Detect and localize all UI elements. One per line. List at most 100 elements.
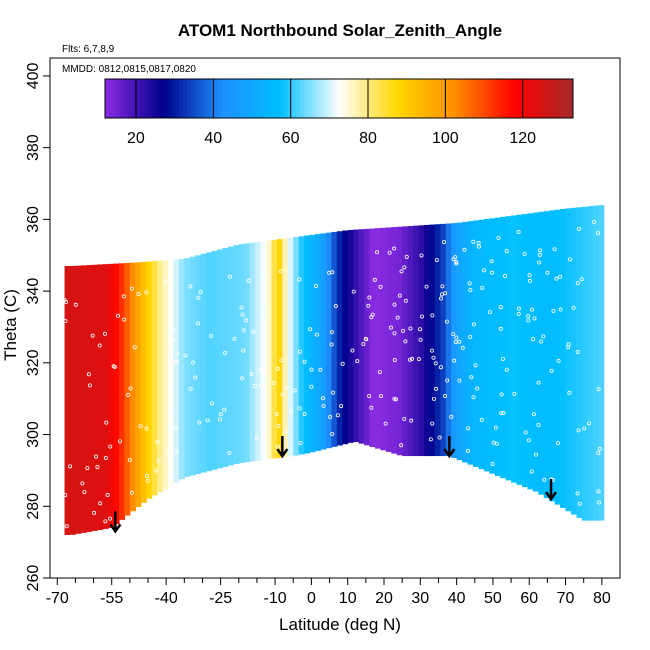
observation-point bbox=[275, 366, 280, 371]
field-cell bbox=[374, 228, 381, 449]
observation-point bbox=[314, 332, 319, 337]
colorbar-cell bbox=[155, 79, 161, 118]
observation-point bbox=[284, 429, 289, 434]
colorbar-cell bbox=[420, 79, 426, 118]
observation-point bbox=[516, 230, 521, 235]
colorbar-cell bbox=[300, 79, 305, 118]
colorbar-cell bbox=[456, 79, 461, 118]
field-cell bbox=[260, 241, 267, 461]
observation-point bbox=[173, 425, 178, 430]
observation-point bbox=[498, 305, 503, 310]
colorbar-cell bbox=[105, 79, 110, 118]
observation-point bbox=[437, 435, 442, 440]
field-cell bbox=[222, 248, 229, 467]
field-cell bbox=[129, 262, 136, 512]
field-cell bbox=[592, 205, 599, 521]
field-cell bbox=[500, 216, 507, 479]
y-tick-label: 300 bbox=[25, 421, 42, 448]
observation-point bbox=[416, 357, 421, 362]
field-cell bbox=[309, 234, 316, 453]
observation-point bbox=[457, 339, 462, 344]
observation-point bbox=[453, 340, 458, 345]
observation-point bbox=[471, 395, 476, 400]
observation-point bbox=[297, 349, 302, 354]
colorbar-cell bbox=[526, 79, 531, 118]
y-tick-label: 280 bbox=[25, 493, 42, 520]
colorbar-cell bbox=[346, 79, 352, 118]
field-cell bbox=[347, 229, 354, 443]
observation-point bbox=[244, 318, 249, 323]
colorbar-cell bbox=[350, 79, 356, 118]
colorbar-cell bbox=[120, 79, 125, 118]
observation-point bbox=[538, 248, 543, 253]
colorbar-cell bbox=[452, 79, 457, 118]
observation-point bbox=[223, 350, 228, 355]
observation-point bbox=[171, 328, 176, 333]
colorbar-cell bbox=[483, 79, 488, 118]
observation-point bbox=[122, 317, 127, 322]
x-tick-label: 10 bbox=[339, 590, 357, 607]
observation-point bbox=[533, 452, 538, 457]
observation-point bbox=[389, 325, 394, 330]
colorbar-cell bbox=[249, 79, 254, 118]
observation-point bbox=[175, 351, 180, 356]
observation-point bbox=[568, 257, 573, 262]
field-cell bbox=[86, 265, 93, 532]
colorbar-cell bbox=[358, 79, 363, 118]
observation-point bbox=[275, 444, 280, 449]
observation-point bbox=[108, 516, 113, 521]
field-cell bbox=[570, 207, 578, 515]
observation-point bbox=[526, 318, 531, 323]
colorbar: 20 40 60 80 100 120 bbox=[104, 78, 574, 147]
x-tick-label: 40 bbox=[448, 590, 466, 607]
field-cell bbox=[167, 259, 175, 486]
arrow-annotations bbox=[109, 436, 558, 534]
observation-point bbox=[340, 361, 345, 366]
colorbar-cell bbox=[179, 79, 184, 118]
observation-point bbox=[379, 394, 384, 399]
field-cell bbox=[325, 232, 332, 449]
observation-point bbox=[490, 461, 495, 466]
field-cell bbox=[64, 266, 71, 535]
observation-point bbox=[468, 334, 473, 339]
observation-point bbox=[537, 260, 542, 265]
colorbar-tick-label: 80 bbox=[359, 130, 377, 147]
observation-point bbox=[378, 284, 383, 289]
observation-point bbox=[333, 304, 338, 309]
field-cell bbox=[516, 214, 523, 485]
colorbar-cell bbox=[522, 79, 527, 118]
colorbar-cell bbox=[463, 79, 469, 118]
field-cell bbox=[554, 209, 561, 505]
observation-point bbox=[471, 322, 476, 327]
observation-point bbox=[136, 292, 141, 297]
field-cell bbox=[108, 263, 115, 528]
observation-point bbox=[479, 417, 484, 422]
colorbar-cell bbox=[186, 79, 192, 118]
observation-point bbox=[174, 359, 179, 364]
colorbar-cell bbox=[362, 79, 367, 118]
field-cell bbox=[140, 261, 147, 503]
observation-point bbox=[477, 244, 482, 249]
colorbar-cell bbox=[264, 79, 270, 118]
colorbar-cell bbox=[370, 79, 375, 118]
observation-point bbox=[262, 384, 267, 389]
x-tick-label: -25 bbox=[209, 590, 232, 607]
observation-point bbox=[105, 493, 110, 498]
x-tick-label: 80 bbox=[593, 590, 611, 607]
observation-point bbox=[63, 493, 68, 498]
observation-point bbox=[536, 380, 541, 385]
observation-point bbox=[227, 274, 232, 279]
observation-point bbox=[468, 288, 473, 293]
observation-point bbox=[339, 404, 344, 409]
field-cell bbox=[146, 261, 153, 499]
colorbar-cell bbox=[444, 79, 449, 118]
observation-point bbox=[430, 348, 435, 353]
observation-point bbox=[222, 407, 227, 412]
observation-point bbox=[278, 269, 283, 274]
colorbar-cell bbox=[409, 79, 414, 118]
field-cell bbox=[445, 223, 452, 457]
colorbar-cell bbox=[272, 79, 278, 118]
observation-point bbox=[191, 360, 196, 365]
observation-point bbox=[409, 418, 414, 423]
